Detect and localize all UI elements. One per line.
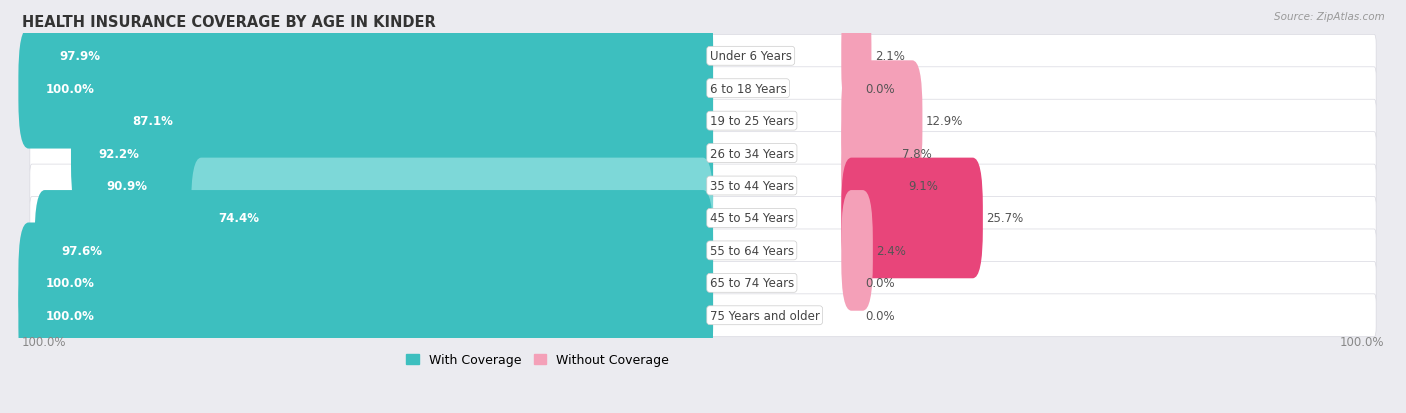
- Text: 90.9%: 90.9%: [107, 180, 148, 192]
- Text: 2.4%: 2.4%: [876, 244, 905, 257]
- Text: Under 6 Years: Under 6 Years: [710, 50, 792, 63]
- Text: 55 to 64 Years: 55 to 64 Years: [710, 244, 794, 257]
- FancyBboxPatch shape: [105, 61, 713, 182]
- Text: 25.7%: 25.7%: [986, 212, 1024, 225]
- FancyBboxPatch shape: [841, 126, 904, 246]
- Text: 19 to 25 Years: 19 to 25 Years: [710, 115, 794, 128]
- FancyBboxPatch shape: [32, 0, 713, 117]
- FancyBboxPatch shape: [18, 29, 713, 149]
- Text: 97.9%: 97.9%: [59, 50, 100, 63]
- Text: 100.0%: 100.0%: [45, 309, 94, 322]
- Text: 45 to 54 Years: 45 to 54 Years: [710, 212, 794, 225]
- FancyBboxPatch shape: [30, 132, 1376, 175]
- Text: 100.0%: 100.0%: [45, 83, 94, 95]
- FancyBboxPatch shape: [30, 230, 1376, 272]
- Text: Source: ZipAtlas.com: Source: ZipAtlas.com: [1274, 12, 1385, 22]
- Text: HEALTH INSURANCE COVERAGE BY AGE IN KINDER: HEALTH INSURANCE COVERAGE BY AGE IN KIND…: [21, 15, 436, 30]
- FancyBboxPatch shape: [841, 158, 983, 279]
- Text: 97.6%: 97.6%: [62, 244, 103, 257]
- Text: 65 to 74 Years: 65 to 74 Years: [710, 277, 794, 290]
- Text: 100.0%: 100.0%: [45, 277, 94, 290]
- Text: 26 to 34 Years: 26 to 34 Years: [710, 147, 794, 160]
- Text: 92.2%: 92.2%: [98, 147, 139, 160]
- FancyBboxPatch shape: [30, 35, 1376, 78]
- Text: 2.1%: 2.1%: [875, 50, 904, 63]
- Text: 9.1%: 9.1%: [908, 180, 938, 192]
- FancyBboxPatch shape: [841, 61, 922, 182]
- FancyBboxPatch shape: [70, 93, 713, 214]
- FancyBboxPatch shape: [841, 93, 898, 214]
- FancyBboxPatch shape: [35, 190, 713, 311]
- FancyBboxPatch shape: [841, 190, 873, 311]
- FancyBboxPatch shape: [18, 255, 713, 376]
- Text: 6 to 18 Years: 6 to 18 Years: [710, 83, 786, 95]
- Text: 0.0%: 0.0%: [865, 277, 894, 290]
- FancyBboxPatch shape: [30, 197, 1376, 240]
- FancyBboxPatch shape: [80, 126, 713, 246]
- Text: 74.4%: 74.4%: [218, 212, 259, 225]
- FancyBboxPatch shape: [841, 0, 872, 117]
- FancyBboxPatch shape: [30, 262, 1376, 304]
- Text: 7.8%: 7.8%: [901, 147, 931, 160]
- FancyBboxPatch shape: [30, 68, 1376, 110]
- Text: 87.1%: 87.1%: [132, 115, 173, 128]
- Text: 75 Years and older: 75 Years and older: [710, 309, 820, 322]
- Text: 12.9%: 12.9%: [925, 115, 963, 128]
- FancyBboxPatch shape: [18, 223, 713, 343]
- Text: 0.0%: 0.0%: [865, 309, 894, 322]
- FancyBboxPatch shape: [30, 165, 1376, 207]
- Legend: With Coverage, Without Coverage: With Coverage, Without Coverage: [402, 349, 675, 371]
- FancyBboxPatch shape: [30, 100, 1376, 143]
- Text: 100.0%: 100.0%: [1340, 335, 1385, 349]
- FancyBboxPatch shape: [191, 158, 713, 279]
- Text: 100.0%: 100.0%: [21, 335, 66, 349]
- FancyBboxPatch shape: [30, 294, 1376, 337]
- Text: 0.0%: 0.0%: [865, 83, 894, 95]
- Text: 35 to 44 Years: 35 to 44 Years: [710, 180, 794, 192]
